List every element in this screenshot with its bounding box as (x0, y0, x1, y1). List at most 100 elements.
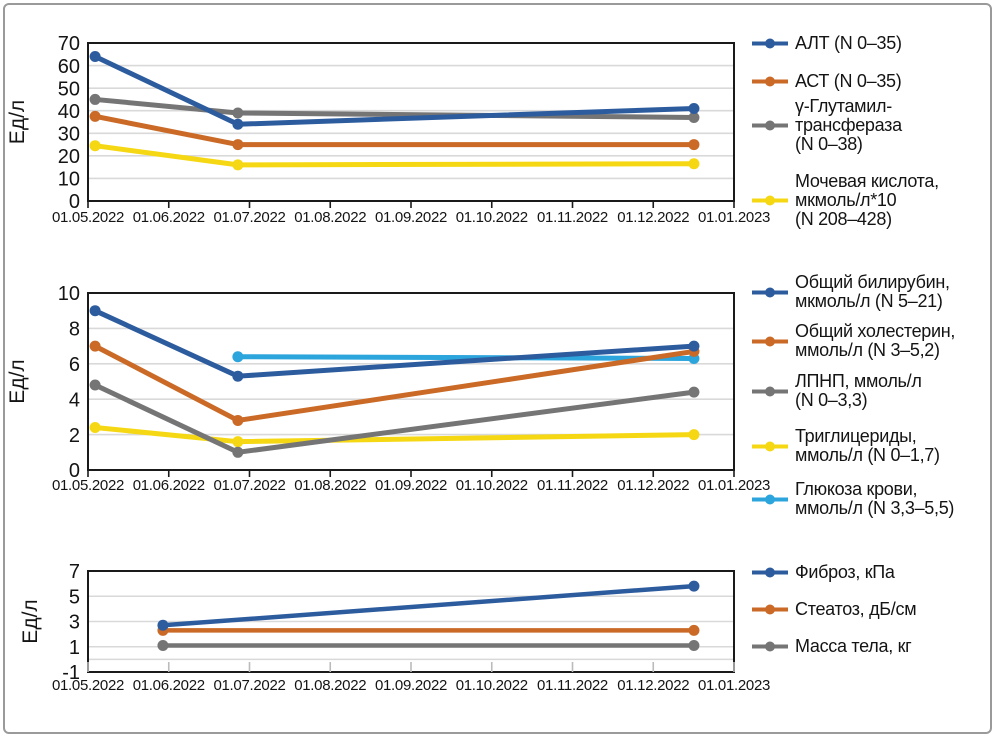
legend-label-line: трансфераза (795, 114, 902, 135)
legend-item: ЛПНП, ммоль/л (N 0–3,3) (752, 372, 990, 410)
data-point (688, 386, 700, 398)
x-tick-label: 01.10.2022 (456, 677, 528, 694)
legend-label-line: ЛПНП, ммоль/л (795, 371, 922, 391)
legend-label-line: (N 0–3,3) (795, 390, 868, 410)
y-tick-label: 20 (58, 146, 80, 168)
x-tick-label: 01.11.2022 (537, 477, 608, 494)
legend-item: Мочевая кислота, мкмоль/л*10 (N 208–428) (752, 171, 990, 229)
legend-label-line: Масса тела, кг (795, 635, 912, 656)
chart-1: 0 2 4 6 8 10 01.05.2022 01.06.2022 01.07.2022 01.… (6, 283, 770, 494)
x-tick-label: 01.12.2022 (617, 477, 689, 494)
legend-label: Фиброз, кПа (795, 561, 895, 582)
legend-marker-icon (752, 441, 788, 451)
data-point (688, 639, 700, 651)
y-axis-title: Ед/л (6, 359, 29, 403)
legend-item: Стеатоз, дБ/см (752, 598, 990, 619)
chart-2: -1 1 3 5 7 01.05.2022 01.06.2022 01.07.2022 01.0… (19, 561, 770, 694)
x-tick-label: 01.10.2022 (456, 477, 528, 494)
legend-label-line: Глюкоза крови, (795, 479, 918, 499)
legend-marker-icon (752, 120, 788, 130)
y-tick-label: 8 (69, 319, 80, 341)
x-tick-label: 01.12.2022 (617, 677, 689, 694)
y-tick-label: 40 (58, 101, 80, 123)
x-tick-label: 01.11.2022 (537, 677, 608, 694)
data-point (688, 139, 700, 151)
data-point (232, 414, 244, 426)
y-tick-label: 4 (69, 389, 80, 411)
x-tick-label: 01.05.2022 (52, 209, 124, 226)
y-tick-label: 3 (69, 612, 80, 634)
data-point (157, 619, 169, 631)
legend-label-line: ммоль/л (N 0–1,7) (795, 445, 940, 465)
x-tick-label: 01.06.2022 (133, 677, 205, 694)
x-tick-label: 01.01.2023 (698, 477, 770, 494)
legend-marker-icon (752, 494, 788, 504)
legend-label-line: (N 0–38) (795, 133, 863, 154)
x-tick-label: 01.06.2022 (133, 477, 205, 494)
legend-label-line: ммоль/л (N 3,3–5,5) (795, 498, 955, 518)
x-tick-label: 01.09.2022 (375, 209, 447, 226)
x-tick-label: 01.08.2022 (294, 209, 366, 226)
legend-label: γ-Глутамил-трансфераза (N 0–38) (795, 95, 902, 154)
x-tick-label: 01.06.2022 (133, 209, 205, 226)
y-tick-label: 10 (58, 283, 80, 305)
legend-item: АСТ (N 0–35) (752, 70, 990, 91)
x-tick-label: 01.08.2022 (294, 677, 366, 694)
series-line (235, 354, 697, 361)
data-point (688, 429, 700, 441)
legend-marker-icon (752, 336, 788, 346)
y-tick-label: 50 (58, 78, 80, 100)
legend-label-line: γ-Глутамил- (795, 95, 892, 116)
legend-marker-icon (752, 38, 788, 48)
data-point (232, 436, 244, 448)
x-tick-label: 01.01.2023 (698, 209, 770, 226)
legend-item: Триглицериды, ммоль/л (N 0–1,7) (752, 427, 990, 465)
legend-label-line: мкмоль/л (N 5–21) (795, 291, 943, 311)
x-tick-label: 01.07.2022 (213, 209, 285, 226)
data-point (688, 624, 700, 636)
data-point (688, 340, 700, 352)
legend-item: Масса тела, кг (752, 635, 990, 656)
legend-label: ЛПНП, ммоль/л (N 0–3,3) (795, 372, 922, 410)
data-point (688, 158, 700, 170)
legend-label: Триглицериды, ммоль/л (N 0–1,7) (795, 427, 940, 465)
y-tick-label: 0 (69, 460, 80, 482)
data-point (232, 351, 244, 363)
plot-border (87, 292, 735, 471)
x-tick-label: 01.10.2022 (456, 209, 528, 226)
y-axis-title: Ед/л (19, 599, 42, 643)
legend-label: Общий холестерин, ммоль/л (N 3–5,2) (795, 322, 955, 360)
series-line (92, 96, 697, 120)
y-tick-label: 1 (69, 637, 80, 659)
y-tick-label: -1 (62, 662, 80, 684)
x-tick-label: 01.07.2022 (213, 677, 285, 694)
legend-item: Общий холестерин, ммоль/л (N 3–5,2) (752, 322, 990, 360)
data-point (688, 580, 700, 592)
y-tick-label: 30 (58, 123, 80, 145)
legend-label: Мочевая кислота, мкмоль/л*10 (N 208–428) (795, 171, 939, 229)
data-point (89, 140, 101, 152)
x-tick-label: 01.05.2022 (52, 677, 124, 694)
data-point (232, 107, 244, 119)
series-line (160, 583, 697, 628)
data-point (232, 370, 244, 382)
data-point (157, 639, 169, 651)
legend-label-line: Триглицериды, (795, 426, 917, 446)
legend-item: γ-Глутамил-трансфераза (N 0–38) (752, 95, 990, 154)
legend-label: АСТ (N 0–35) (795, 70, 902, 91)
legend-label-line: Фиброз, кПа (795, 561, 895, 582)
legend-label-line: АСТ (N 0–35) (795, 70, 902, 91)
y-tick-label: 10 (58, 169, 80, 191)
legend-label-line: Стеатоз, дБ/см (795, 598, 917, 619)
data-point (89, 110, 101, 122)
legend-label: Масса тела, кг (795, 635, 912, 656)
data-point (688, 111, 700, 123)
data-point (232, 118, 244, 130)
plot-border (87, 42, 735, 202)
y-tick-label: 2 (69, 425, 80, 447)
x-tick-label: 01.11.2022 (537, 209, 608, 226)
legend-marker-icon (752, 287, 788, 297)
x-tick-label: 01.12.2022 (617, 209, 689, 226)
x-tick-label: 01.09.2022 (375, 477, 447, 494)
